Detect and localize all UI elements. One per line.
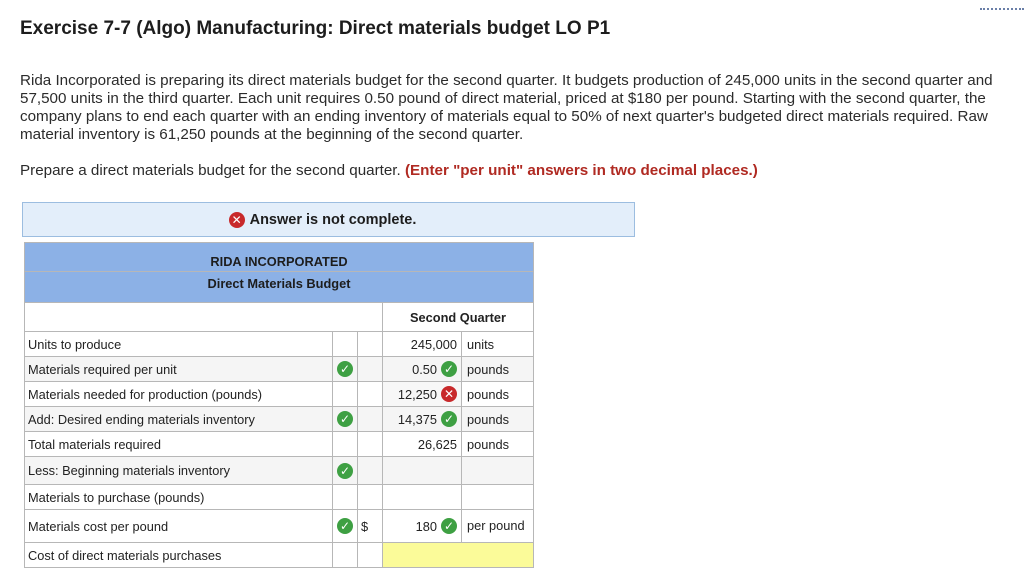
header-blank-cell <box>24 302 383 332</box>
instruction: Prepare a direct materials budget for th… <box>20 162 758 179</box>
value-field[interactable]: 180 ✓ <box>382 509 462 543</box>
answer-status-banner: ✕ Answer is not complete. <box>22 202 635 237</box>
budget-row-materials-required-per-unit: Materials required per unit ✓ 0.50 ✓ poun… <box>24 356 534 382</box>
check-circle-icon: ✓ <box>337 462 353 479</box>
value-field[interactable]: 0.50 ✓ <box>382 356 462 382</box>
instruction-text: Prepare a direct materials budget for th… <box>20 162 401 179</box>
cost-of-purchases-input[interactable] <box>382 542 534 568</box>
unit-label <box>461 456 534 485</box>
x-circle-icon: ✕ <box>228 211 245 228</box>
direct-materials-budget-table: RIDA INCORPORATED Direct Materials Budge… <box>24 242 534 568</box>
row-label: Less: Beginning materials inventory <box>24 456 333 485</box>
row-label: Materials required per unit <box>24 356 333 382</box>
value-field[interactable]: 26,625 <box>382 431 462 457</box>
check-circle-icon: ✓ <box>337 518 353 534</box>
value-field[interactable] <box>382 456 462 485</box>
answer-status-text: Answer is not complete. <box>249 211 417 228</box>
unit-label: pounds <box>461 406 534 432</box>
budget-row-beginning-inventory: Less: Beginning materials inventory ✓ <box>24 456 534 485</box>
instruction-note: (Enter "per unit" answers in two decimal… <box>404 162 758 179</box>
check-circle-icon: ✓ <box>441 518 457 534</box>
unit-label: per pound <box>461 509 534 543</box>
column-header-second-quarter: Second Quarter <box>382 302 534 332</box>
top-right-menu-dots[interactable] <box>980 0 1024 10</box>
row-label: Cost of direct materials purchases <box>24 542 333 568</box>
row-label: Units to produce <box>24 331 333 357</box>
value-field[interactable]: 14,375 ✓ <box>382 406 462 432</box>
value-field[interactable] <box>382 484 462 510</box>
company-name-header: RIDA INCORPORATED <box>24 242 534 272</box>
value-field[interactable]: 245,000 <box>382 331 462 357</box>
budget-row-desired-ending-inventory: Add: Desired ending materials inventory … <box>24 406 534 432</box>
budget-row-materials-to-purchase: Materials to purchase (pounds) <box>24 484 534 510</box>
unit-label: pounds <box>461 431 534 457</box>
budget-row-cost-per-pound: Materials cost per pound ✓ $ 180 ✓ per po… <box>24 509 534 543</box>
budget-row-materials-needed: Materials needed for production (pounds)… <box>24 381 534 407</box>
budget-row-total-materials-required: Total materials required 26,625 pounds <box>24 431 534 457</box>
budget-name-header: Direct Materials Budget <box>24 271 534 303</box>
check-circle-icon: ✓ <box>441 361 457 377</box>
x-circle-icon: ✕ <box>441 386 457 402</box>
check-circle-icon: ✓ <box>337 411 353 427</box>
row-label: Total materials required <box>24 431 333 457</box>
unit-label: pounds <box>461 381 534 407</box>
value-field[interactable]: 12,250 ✕ <box>382 381 462 407</box>
unit-label <box>461 484 534 510</box>
problem-description: Rida Incorporated is preparing its direc… <box>20 72 993 143</box>
row-label: Materials cost per pound <box>24 509 333 543</box>
budget-row-units-to-produce: Units to produce 245,000 units <box>24 331 534 357</box>
row-label: Materials needed for production (pounds) <box>24 381 333 407</box>
row-label: Materials to purchase (pounds) <box>24 484 333 510</box>
unit-label: pounds <box>461 356 534 382</box>
exercise-title: Exercise 7-7 (Algo) Manufacturing: Direc… <box>20 18 611 39</box>
row-label: Add: Desired ending materials inventory <box>24 406 333 432</box>
check-circle-icon: ✓ <box>337 361 353 377</box>
unit-label: units <box>461 331 534 357</box>
check-circle-icon: ✓ <box>441 411 457 427</box>
currency-symbol: $ <box>357 509 383 543</box>
budget-row-cost-of-purchases: Cost of direct materials purchases <box>24 542 534 568</box>
